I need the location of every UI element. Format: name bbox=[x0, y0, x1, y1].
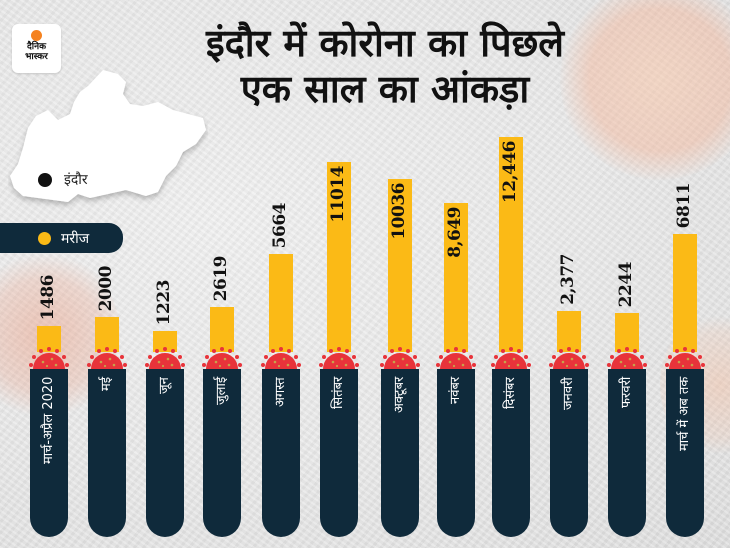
city-marker: इंदौर bbox=[38, 170, 88, 189]
virus-icon bbox=[260, 347, 302, 369]
legend-swatch-icon bbox=[38, 231, 51, 245]
category-label: मई bbox=[99, 377, 114, 392]
category-tube: जनवरी bbox=[550, 369, 588, 537]
category-label: फरवरी bbox=[619, 377, 634, 409]
value-label: 5664 bbox=[270, 203, 290, 249]
category-tube: जुलाई bbox=[203, 369, 241, 537]
title-line1: इंदौर में कोरोना का पिछले bbox=[205, 21, 565, 65]
bar bbox=[327, 161, 351, 352]
title-line2: एक साल का आंकड़ा bbox=[240, 67, 530, 111]
value-label: 2244 bbox=[616, 262, 636, 308]
legend: मरीज bbox=[0, 223, 123, 253]
bar bbox=[499, 137, 523, 352]
category-label: दिसंबर bbox=[503, 377, 518, 409]
bar bbox=[210, 306, 234, 352]
legend-label: मरीज bbox=[61, 230, 90, 247]
virus-icon bbox=[318, 347, 360, 369]
bar bbox=[95, 317, 119, 352]
category-label: नवंबर bbox=[448, 377, 463, 405]
value-label: 8,649 bbox=[445, 206, 465, 258]
category-tube: दिसंबर bbox=[492, 369, 530, 537]
bar bbox=[269, 254, 293, 352]
value-label: 2,377 bbox=[558, 253, 578, 305]
bar bbox=[153, 330, 177, 352]
category-label: जून bbox=[157, 377, 172, 394]
logo-line2: भास्कर bbox=[25, 52, 48, 62]
category-label: मार्च-अप्रैल 2020 bbox=[41, 377, 56, 465]
category-tube: जून bbox=[146, 369, 184, 537]
virus-icon bbox=[144, 347, 186, 369]
bar bbox=[444, 202, 468, 352]
bar bbox=[615, 313, 639, 352]
value-label: 1223 bbox=[154, 279, 174, 326]
logo-sun-icon bbox=[31, 30, 42, 41]
city-dot-icon bbox=[38, 172, 52, 187]
bar bbox=[388, 178, 412, 352]
category-label: मार्च में अब तक bbox=[677, 377, 692, 452]
virus-icon bbox=[435, 347, 477, 369]
value-label: 11014 bbox=[328, 165, 348, 223]
virus-icon bbox=[201, 347, 243, 369]
madhya-pradesh-map bbox=[10, 70, 206, 202]
value-label: 1486 bbox=[38, 275, 58, 321]
virus-icon bbox=[664, 347, 706, 369]
virus-icon bbox=[86, 347, 128, 369]
value-label: 6811 bbox=[674, 183, 694, 229]
virus-icon bbox=[606, 347, 648, 369]
value-label: 10036 bbox=[389, 182, 409, 240]
category-tube: फरवरी bbox=[608, 369, 646, 537]
virus-icon bbox=[548, 347, 590, 369]
virus-icon bbox=[28, 347, 70, 369]
category-label: जनवरी bbox=[561, 377, 576, 410]
bar bbox=[557, 310, 581, 352]
category-tube: नवंबर bbox=[437, 369, 475, 537]
logo-line1: दैनिक bbox=[26, 42, 47, 52]
virus-icon bbox=[490, 347, 532, 369]
value-label: 2619 bbox=[211, 255, 231, 302]
value-label: 2000 bbox=[96, 266, 116, 312]
value-label: 12,446 bbox=[500, 141, 520, 204]
dainik-bhaskar-logo: दैनिक भास्कर bbox=[12, 24, 61, 73]
category-label: जुलाई bbox=[214, 377, 229, 406]
city-label: इंदौर bbox=[64, 172, 88, 188]
chart-title: इंदौर में कोरोना का पिछले एक साल का आंकड… bbox=[170, 20, 600, 112]
category-tube: अगस्त bbox=[262, 369, 300, 537]
category-tube: अक्टूबर bbox=[381, 369, 419, 537]
category-label: अगस्त bbox=[273, 377, 288, 407]
category-tube: मई bbox=[88, 369, 126, 537]
category-tube: मार्च-अप्रैल 2020 bbox=[30, 369, 68, 537]
bar bbox=[673, 234, 697, 352]
category-tube: मार्च में अब तक bbox=[666, 369, 704, 537]
virus-icon bbox=[379, 347, 421, 369]
category-label: अक्टूबर bbox=[392, 377, 407, 414]
category-tube: सितंबर bbox=[320, 369, 358, 537]
category-label: सितंबर bbox=[331, 377, 346, 410]
